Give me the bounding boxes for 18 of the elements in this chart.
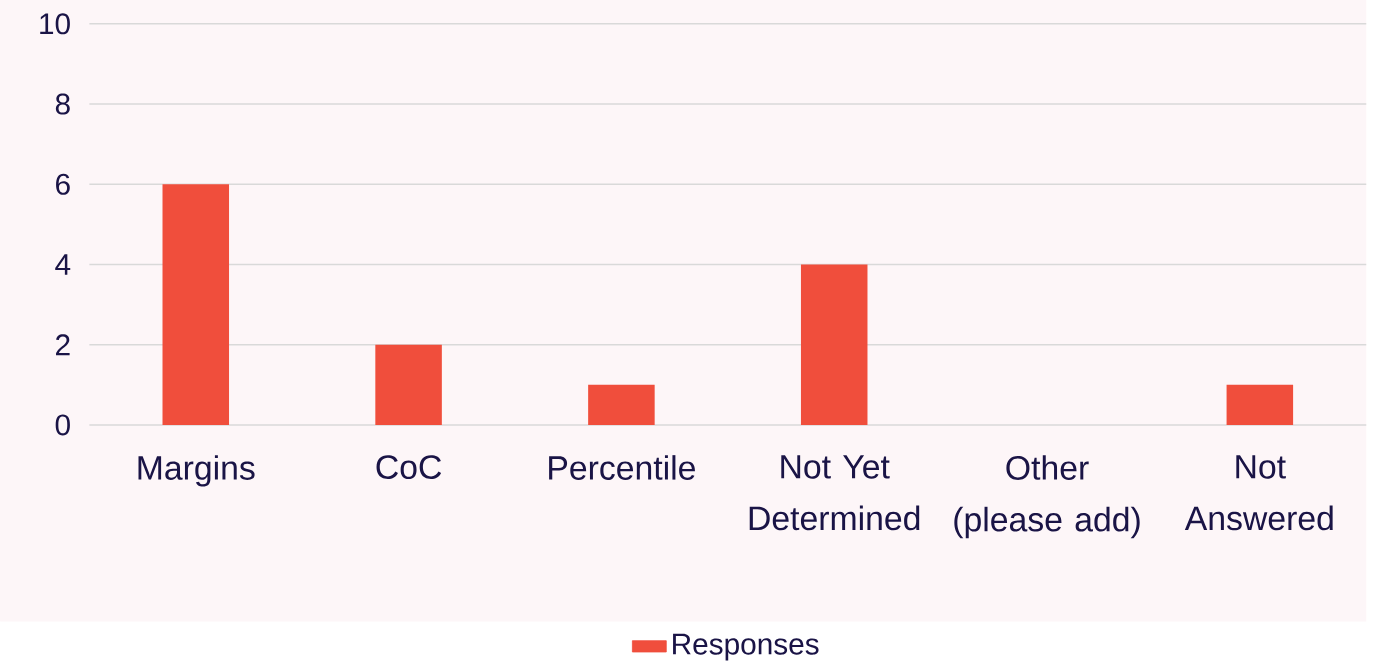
x-tick-label: Not Yet Determined [749,455,920,531]
x-tick-label: CoC [376,455,442,480]
bar [162,184,230,426]
y-tick-label: 6 [56,173,70,195]
x-tick-label: Other (please add) [954,455,1140,539]
x-tick-label: Not Answered [1184,455,1333,531]
y-tick-label: 0 [55,414,70,436]
bar [1226,384,1294,426]
bar [375,344,442,426]
legend-label: Responses [673,633,819,661]
x-tick-label: Margins [138,455,255,487]
bar [588,384,655,426]
y-tick-label: 4 [55,254,71,275]
bar [800,264,868,426]
y-tick-label: 8 [55,93,70,115]
y-tick-label: 2 [56,334,70,356]
x-tick-label: Percentile [549,455,695,481]
y-tick-label: 10 [40,13,70,35]
